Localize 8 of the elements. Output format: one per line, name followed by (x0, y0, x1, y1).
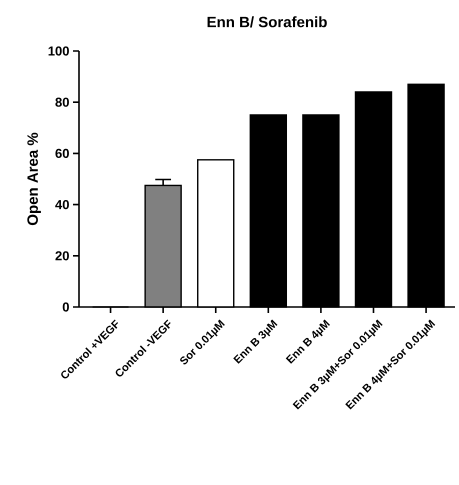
y-tick-label: 80 (55, 98, 69, 107)
y-tick-label: 40 (55, 200, 69, 210)
chart-title: Enn B/ Sorafenib (208, 16, 327, 28)
y-tick-label: 100 (48, 46, 69, 56)
y-tick-label: 20 (55, 251, 69, 260)
y-axis-title: Open Area % (27, 132, 41, 226)
y-tick-label: 60 (55, 148, 69, 158)
y-tick-label: 0 (62, 302, 69, 312)
